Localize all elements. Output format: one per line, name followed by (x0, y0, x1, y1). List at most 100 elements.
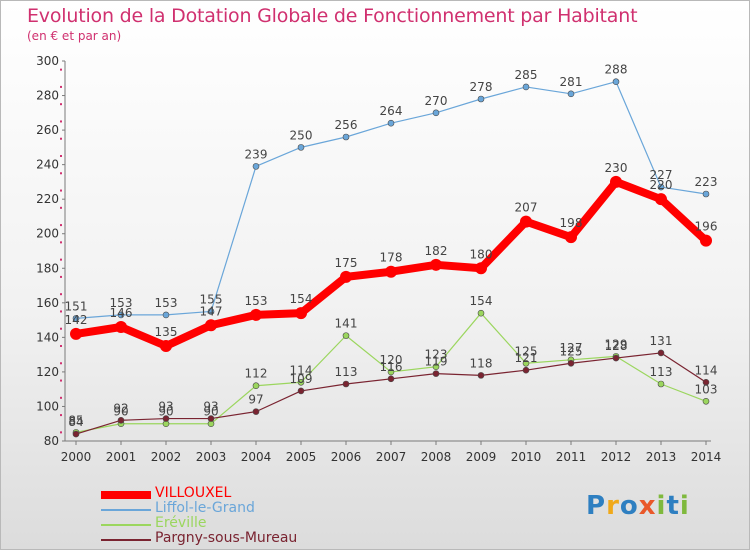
data-point (160, 340, 172, 352)
logo-letter: i (679, 491, 690, 521)
logo-letter: o (619, 491, 639, 521)
data-label: 239 (245, 147, 268, 161)
legend-label: Liffol-le-Grand (155, 500, 255, 516)
y-tick-label: 280 (36, 89, 59, 103)
data-point (342, 133, 350, 141)
y-minor-tick (60, 327, 62, 330)
series-lines (70, 78, 712, 438)
data-label: 153 (110, 296, 133, 310)
data-point (162, 311, 170, 319)
data-label: 84 (68, 415, 83, 429)
y-tick-label: 220 (36, 192, 59, 206)
data-point (565, 231, 577, 244)
x-tick-label: 2008 (421, 450, 452, 464)
y-minor-tick (60, 431, 62, 434)
legend-item-pargny-sous-mureau: Pargny-sous-Mureau (101, 530, 401, 548)
data-point (700, 234, 712, 247)
data-label: 264 (380, 104, 403, 118)
y-minor-tick (60, 275, 62, 278)
data-point (70, 327, 82, 340)
data-point (612, 78, 620, 86)
y-minor-tick (60, 293, 62, 296)
data-label: 154 (290, 292, 313, 306)
x-tick-label: 2010 (511, 450, 542, 464)
data-point (477, 372, 485, 379)
data-point (162, 415, 170, 422)
data-point (252, 163, 260, 170)
data-label: 103 (695, 382, 718, 396)
legend-label: Eréville (155, 515, 207, 531)
data-label: 180 (470, 247, 493, 261)
y-minor-tick (60, 103, 62, 106)
data-label: 250 (290, 128, 313, 142)
data-point (387, 375, 395, 383)
data-label: 175 (335, 256, 358, 270)
data-label: 223 (695, 175, 718, 189)
data-label: 114 (290, 363, 313, 377)
data-point (385, 265, 397, 278)
data-point (297, 387, 305, 395)
y-minor-tick (60, 310, 62, 313)
data-point (430, 258, 442, 271)
data-label: 288 (605, 63, 628, 77)
y-minor-tick (60, 362, 62, 365)
x-tick-label: 2005 (286, 450, 317, 464)
data-point (522, 366, 530, 374)
y-minor-tick (60, 241, 62, 244)
data-point (297, 378, 305, 386)
data-label: 198 (560, 216, 583, 230)
data-label: 278 (470, 80, 493, 94)
x-tick-label: 2007 (376, 450, 407, 464)
data-label: 112 (245, 367, 268, 381)
data-label: 135 (155, 325, 178, 339)
data-point (702, 190, 710, 198)
data-point (655, 193, 667, 206)
chart-title: Evolution de la Dotation Globale de Fonc… (27, 5, 638, 27)
x-tick-label: 2000 (61, 450, 92, 464)
y-minor-tick (60, 189, 62, 192)
x-tick-label: 2012 (601, 450, 632, 464)
y-tick-label: 120 (36, 365, 59, 379)
y-tick-label: 300 (36, 54, 59, 68)
data-point (72, 430, 80, 438)
data-point (117, 311, 125, 319)
data-label: 125 (560, 344, 583, 358)
data-label: 119 (425, 355, 448, 369)
y-tick-label: 200 (36, 227, 59, 241)
data-point (342, 332, 350, 339)
data-point (252, 408, 260, 415)
data-label: 220 (650, 178, 673, 192)
legend-label: Pargny-sous-Mureau (155, 530, 298, 546)
axes: 80 100 120 140 160 180 200 220 240 260 280 300 2000 2… (36, 54, 721, 464)
y-minor-tick (60, 85, 62, 88)
data-label: 92 (113, 401, 128, 415)
data-label: 97 (248, 393, 263, 407)
data-point (567, 90, 575, 98)
logo-letter: t (666, 491, 680, 521)
legend-item-ereville: Eréville (101, 515, 401, 533)
data-point (657, 183, 665, 191)
data-point (612, 354, 620, 362)
y-tick-label: 100 (36, 399, 59, 413)
x-tick-label: 2014 (691, 450, 722, 464)
data-label: 120 (380, 353, 403, 367)
data-label: 128 (605, 339, 628, 353)
logo-letter: x (638, 491, 657, 521)
data-label: 113 (650, 365, 673, 379)
data-label: 196 (695, 220, 718, 234)
data-point (205, 319, 217, 332)
y-tick-label: 260 (36, 123, 59, 137)
data-label: 129 (605, 337, 628, 351)
data-label: 155 (200, 292, 223, 306)
data-label: 147 (200, 304, 223, 318)
y-minor-tick (60, 68, 62, 71)
data-label: 270 (425, 94, 448, 108)
data-point (475, 262, 487, 275)
x-tick-label: 2001 (106, 450, 137, 464)
y-tick-label: 180 (36, 261, 59, 275)
data-label: 285 (515, 68, 538, 82)
data-label: 153 (245, 294, 268, 308)
data-label: 151 (65, 299, 88, 313)
data-point (477, 95, 485, 103)
data-label: 85 (68, 413, 83, 427)
